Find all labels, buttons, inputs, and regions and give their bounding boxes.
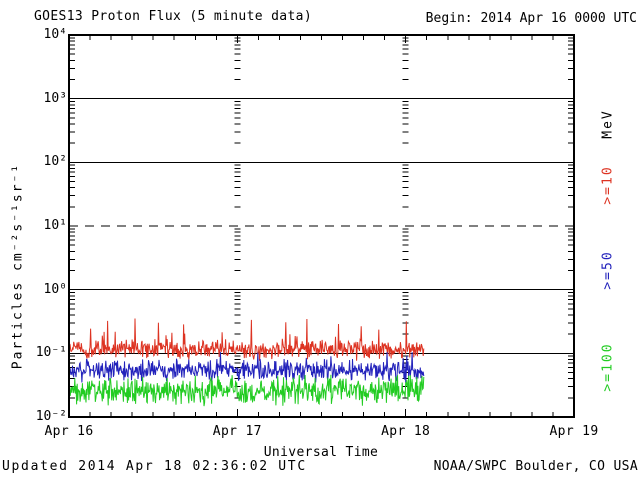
legend-unit-label: MeV	[600, 109, 616, 139]
y-tick-label: 10¹	[43, 218, 67, 233]
flux-trace-gege100	[68, 374, 425, 407]
x-axis-title: Universal Time	[263, 445, 379, 460]
y-axis-title: Particles cm⁻²s⁻¹sr⁻¹	[10, 162, 26, 370]
flux-trace-gege50	[68, 352, 425, 383]
x-tick-label: Apr 18	[381, 424, 431, 439]
source-attribution-label: NOAA/SWPC Boulder, CO USA	[433, 459, 638, 474]
chart-title: GOES13 Proton Flux (5 minute data)	[34, 9, 313, 24]
plot-frame	[68, 34, 575, 418]
legend-series-ge50: >=50	[600, 250, 616, 290]
x-tick-label: Apr 17	[212, 424, 262, 439]
legend-series-ge10: >=10	[600, 165, 616, 205]
x-tick-label: Apr 19	[549, 424, 599, 439]
y-tick-label: 10⁻²	[35, 409, 67, 424]
y-tick-label: 10⁻¹	[35, 345, 67, 361]
y-tick-label: 10⁰	[43, 281, 67, 297]
legend-series-ge100: >=100	[600, 342, 616, 392]
y-tick-label: 10³	[43, 90, 67, 106]
begin-timestamp-label: Begin: 2014 Apr 16 0000 UTC	[425, 11, 637, 26]
x-tick-label: Apr 16	[44, 424, 94, 439]
y-tick-label: 10²	[43, 154, 67, 170]
updated-timestamp-label: Updated 2014 Apr 18 02:36:02 UTC	[2, 459, 307, 474]
flux-trace-gege10	[68, 318, 425, 361]
y-tick-label: 10⁴	[43, 27, 67, 42]
